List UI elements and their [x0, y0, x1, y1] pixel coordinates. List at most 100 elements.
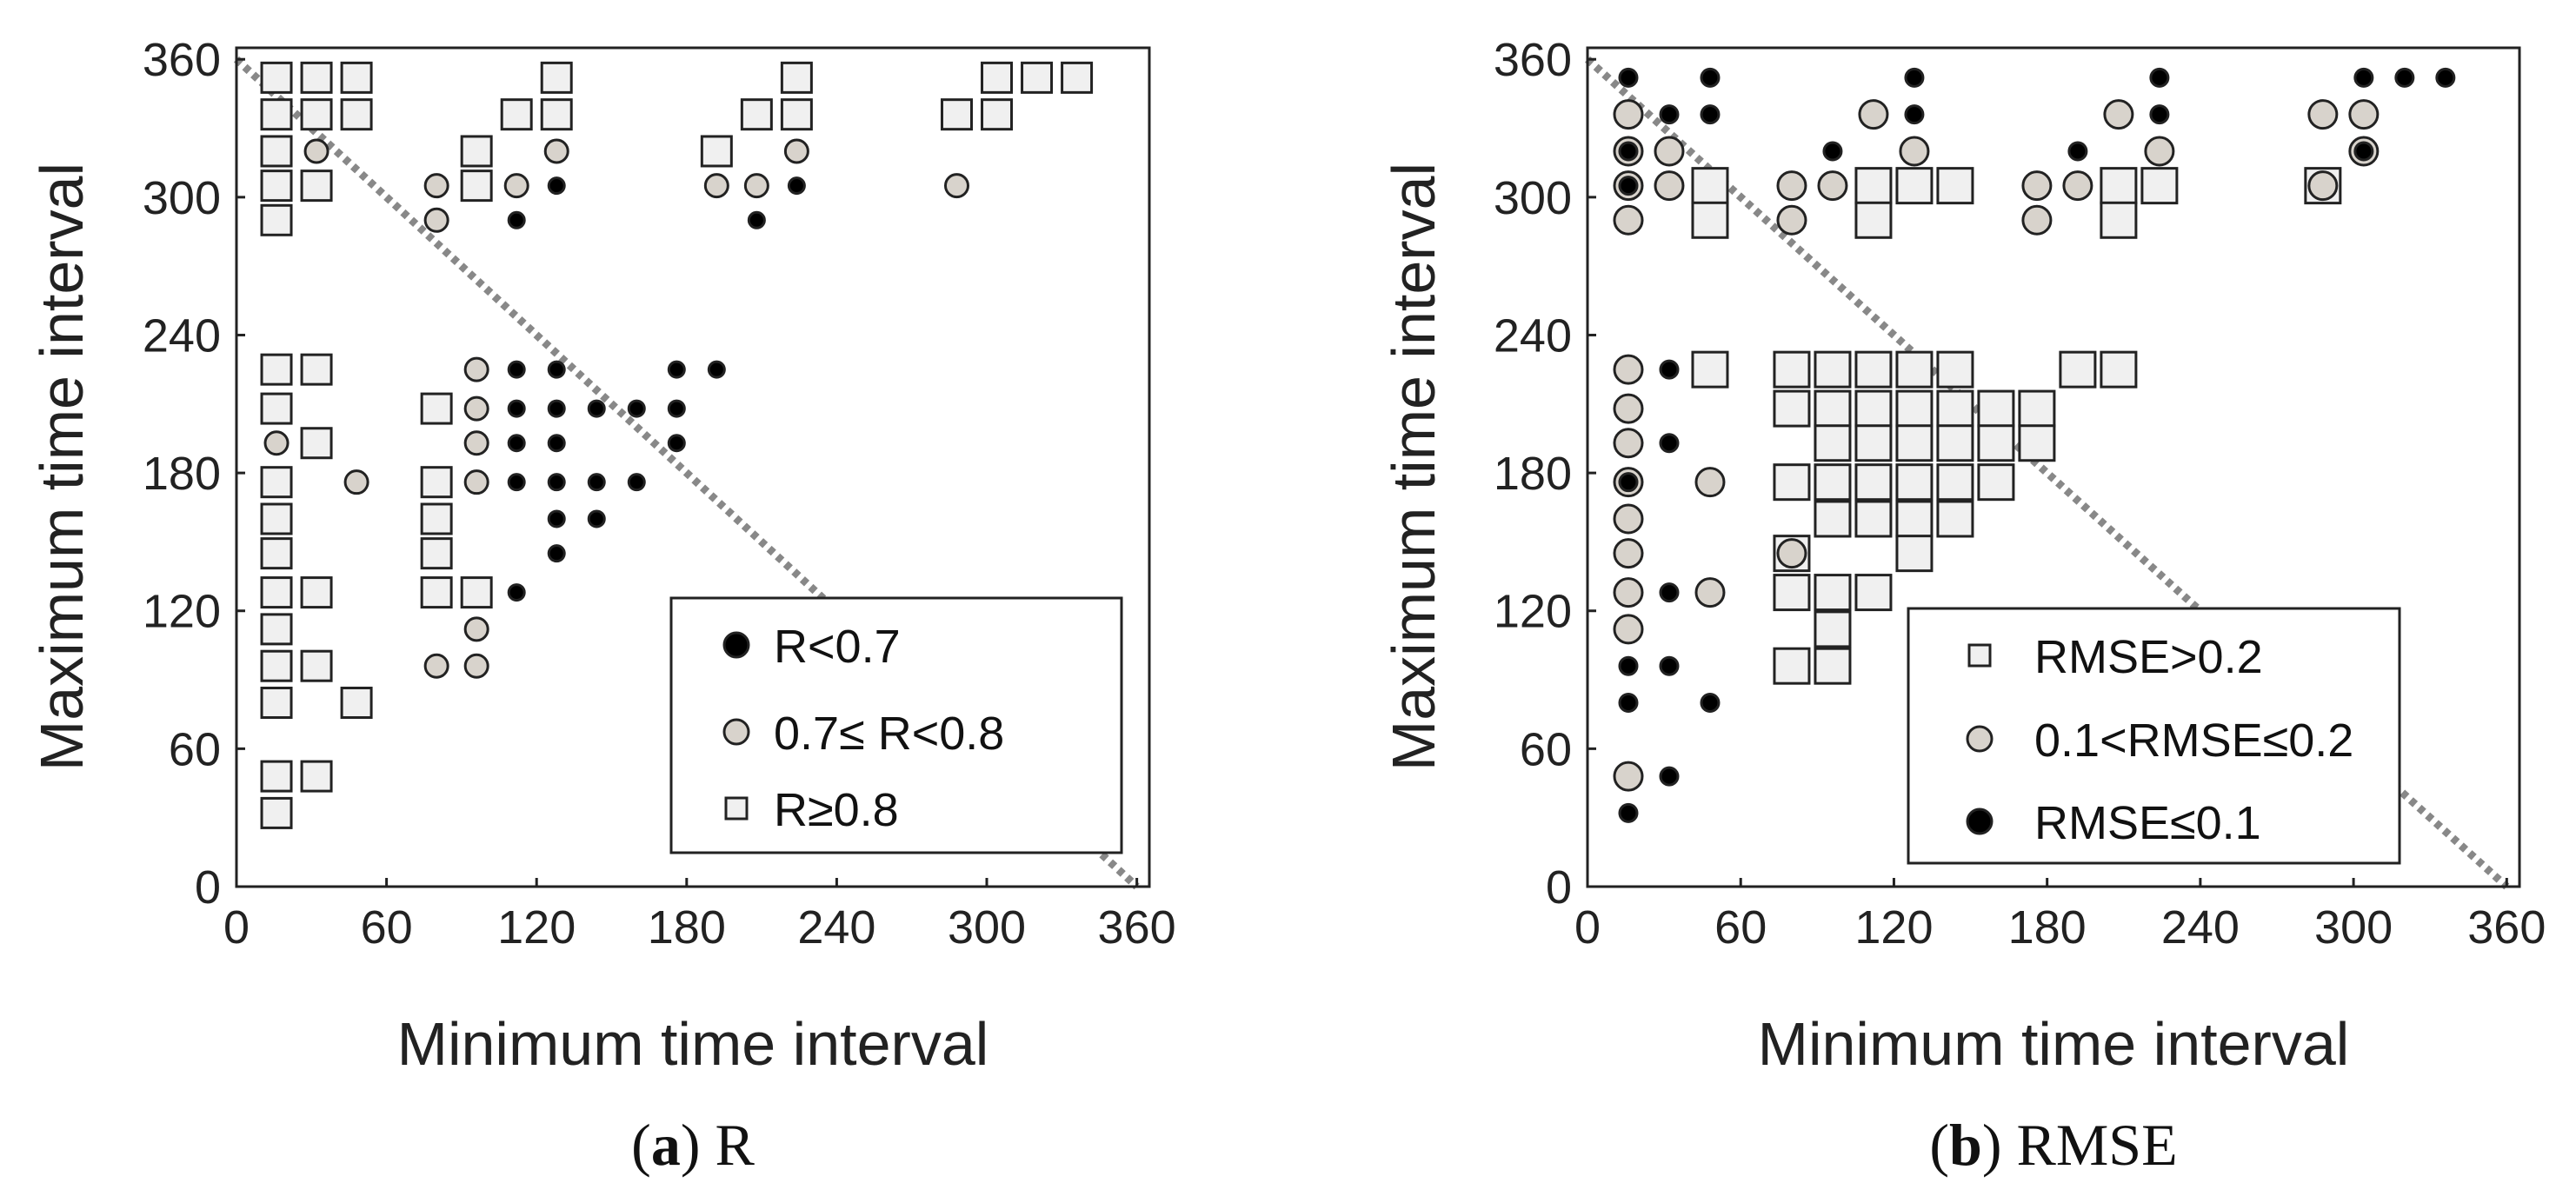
data-point-low: [1659, 433, 1680, 454]
data-point-mid: [2021, 170, 2053, 202]
data-point-high: [300, 760, 333, 793]
data-point-high: [300, 576, 333, 609]
data-point-mid: [2307, 170, 2339, 202]
y-tick-label: 300: [143, 172, 221, 224]
data-point-high: [1936, 350, 1974, 389]
y-tick-label: 60: [1520, 723, 1572, 775]
data-point-mid: [423, 173, 449, 199]
data-point-mid: [783, 138, 809, 164]
data-point-high: [1854, 463, 1893, 502]
data-point-low: [507, 434, 526, 453]
data-point-high: [1773, 574, 1811, 612]
data-point-high: [300, 353, 333, 386]
data-point-low: [2149, 104, 2170, 125]
data-point-high: [260, 649, 293, 682]
data-point-low: [747, 210, 766, 229]
data-point-mid: [1613, 428, 1644, 459]
chart-panel-rmse: 0 60 120 180 240 300 360 0 60 120 180 240 300 360 Min…: [1380, 34, 2546, 1178]
axis-ticks: 0 60 120 180 240 300 360 0 60 120 180 240 300 360: [1494, 34, 2546, 954]
data-point-high: [1854, 389, 1893, 428]
data-point-mid: [1899, 136, 1930, 167]
data-point-low: [1618, 802, 1639, 823]
data-point-high: [1773, 389, 1811, 428]
data-point-high: [460, 576, 493, 609]
data-point-high: [1691, 201, 1729, 239]
legend-label-high: RMSE>0.2: [2034, 631, 2263, 683]
data-point-mid: [1613, 99, 1644, 130]
data-point-mid: [743, 173, 769, 199]
data-point-low: [1700, 692, 1721, 713]
data-point-high: [460, 169, 493, 203]
data-point-low: [507, 473, 526, 492]
data-point-low: [2435, 67, 2456, 88]
data-point-low: [1904, 67, 1925, 88]
x-tick-label: 180: [648, 901, 726, 954]
data-point-low: [507, 583, 526, 602]
data-point-high: [1854, 574, 1893, 612]
data-point-high: [260, 760, 293, 793]
data-point-low: [2353, 141, 2374, 162]
data-point-high: [981, 61, 1014, 94]
data-point-high: [260, 61, 293, 94]
data-point-high: [260, 203, 293, 236]
y-tick-label: 240: [1494, 309, 1572, 362]
data-point-low: [547, 360, 566, 379]
data-point-high: [1814, 500, 1852, 538]
data-point-high: [1691, 350, 1729, 389]
data-point-high: [500, 98, 533, 131]
data-point-low: [787, 176, 806, 196]
x-tick-label: 120: [1854, 901, 1933, 954]
data-point-mid: [343, 469, 369, 495]
data-point-high: [460, 135, 493, 168]
data-point-high: [2018, 424, 2056, 462]
data-point-high: [1895, 167, 1934, 205]
data-point-mid: [1613, 393, 1644, 424]
data-point-low: [1822, 141, 1843, 162]
data-point-mid: [2103, 99, 2134, 130]
x-tick-label: 300: [948, 901, 1026, 954]
data-point-high: [1895, 424, 1934, 462]
data-point-mid: [1817, 170, 1848, 202]
legend-label-mid: 0.1<RMSE≤0.2: [2034, 714, 2353, 767]
data-point-high: [1854, 201, 1893, 239]
data-point-low: [1659, 359, 1680, 380]
data-point-low: [2353, 67, 2374, 88]
data-point-mid: [423, 653, 449, 679]
legend-marker-mid: [722, 718, 750, 746]
data-point-high: [1977, 424, 2015, 462]
data-point-high: [2100, 167, 2138, 205]
data-point-low: [1618, 655, 1639, 676]
data-point-high: [260, 686, 293, 719]
x-tick-label: 360: [1098, 901, 1176, 954]
data-point-high: [1895, 535, 1934, 573]
legend-marker-mid: [1966, 725, 1994, 753]
data-point-mid: [2348, 99, 2380, 130]
legend: R<0.7 0.7≤ R<0.8 R≥0.8: [669, 596, 1123, 854]
data-point-low: [507, 210, 526, 229]
y-tick-label: 0: [195, 861, 221, 914]
data-point-low: [587, 399, 606, 418]
data-point-high: [1977, 389, 2015, 428]
data-point-high: [1936, 167, 1974, 205]
data-point-high: [420, 502, 453, 535]
data-point-low: [2149, 67, 2170, 88]
caption-b: (b) RMSE: [1929, 1112, 2177, 1178]
data-points: [1613, 67, 2456, 823]
data-point-low: [1700, 104, 1721, 125]
data-point-high: [260, 796, 293, 829]
data-point-low: [547, 176, 566, 196]
axes-box: [1586, 46, 2521, 888]
data-point-low: [1618, 141, 1639, 162]
x-tick-label: 120: [497, 901, 576, 954]
data-point-mid: [1613, 614, 1644, 645]
legend-marker-high: [1967, 643, 1992, 668]
data-point-high: [420, 537, 453, 570]
data-point-low: [627, 399, 646, 418]
y-tick-label: 0: [1546, 861, 1572, 914]
x-tick-label: 180: [2008, 901, 2087, 954]
data-point-low: [547, 544, 566, 563]
data-point-high: [1854, 500, 1893, 538]
data-point-mid: [463, 616, 489, 642]
chart-panel-r: 0 60 120 180 240 300 360 0 60 120 180 240 300 360 Min…: [28, 34, 1176, 1178]
y-tick-label: 360: [143, 34, 221, 86]
